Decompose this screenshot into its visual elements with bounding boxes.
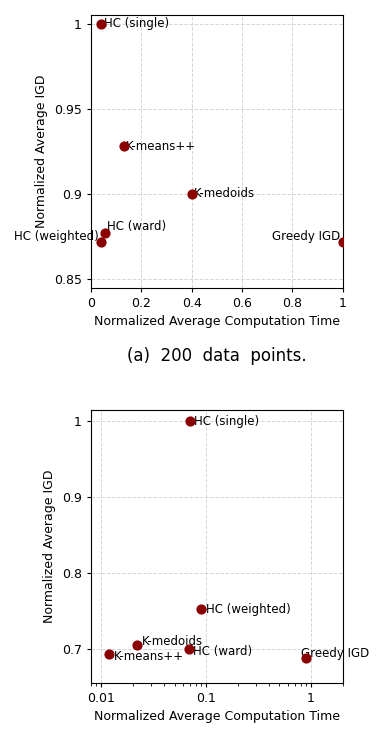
Point: [303, 651, 309, 663]
X-axis label: Normalized Average Computation Time: Normalized Average Computation Time: [94, 710, 340, 723]
Point: [198, 603, 204, 615]
Point: [102, 227, 108, 239]
Text: HC (single): HC (single): [104, 17, 169, 30]
Text: (a)  200  data  points.: (a) 200 data points.: [127, 347, 307, 366]
Point: [107, 648, 113, 660]
Text: K-medoids: K-medoids: [141, 635, 203, 649]
Point: [134, 639, 140, 651]
Point: [189, 188, 195, 200]
Text: K-medoids: K-medoids: [194, 187, 255, 200]
Point: [340, 235, 346, 247]
Point: [186, 643, 192, 654]
Text: K-means++: K-means++: [126, 139, 196, 153]
Point: [98, 235, 104, 247]
Text: HC (ward): HC (ward): [193, 645, 252, 658]
Text: HC (weighted): HC (weighted): [206, 603, 290, 616]
Point: [98, 18, 104, 30]
Text: HC (ward): HC (ward): [107, 220, 166, 233]
Text: HC (single): HC (single): [194, 415, 259, 428]
Text: Greedy IGD: Greedy IGD: [302, 647, 370, 660]
Point: [187, 416, 193, 427]
X-axis label: Normalized Average Computation Time: Normalized Average Computation Time: [94, 315, 340, 328]
Point: [121, 140, 127, 152]
Text: K-means++: K-means++: [114, 651, 184, 663]
Y-axis label: Normalized Average IGD: Normalized Average IGD: [36, 74, 48, 228]
Y-axis label: Normalized Average IGD: Normalized Average IGD: [43, 470, 56, 623]
Text: HC (weighted): HC (weighted): [14, 230, 99, 243]
Text: Greedy IGD: Greedy IGD: [272, 230, 340, 243]
